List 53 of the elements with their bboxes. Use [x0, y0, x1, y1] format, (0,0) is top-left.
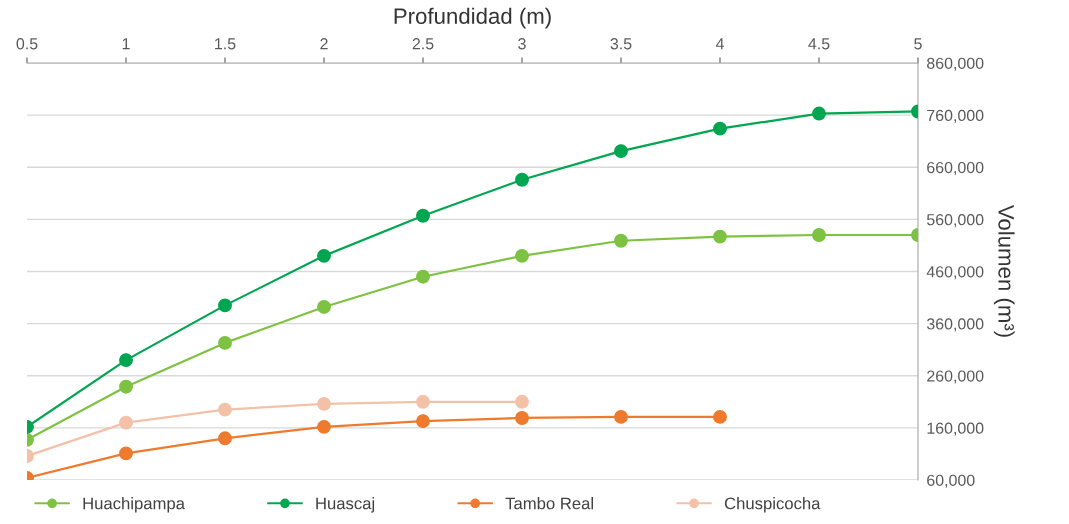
x-tick-label: 5	[914, 38, 922, 50]
point	[515, 172, 529, 187]
y-tick-label: 260,000	[927, 370, 984, 384]
point	[812, 106, 826, 121]
point	[713, 121, 727, 136]
x-tick-label: 4	[715, 38, 724, 50]
x-tick-label: 4.5	[808, 38, 830, 50]
x-tick-label: 0.5	[16, 38, 38, 50]
point	[812, 228, 826, 242]
y-tick-label: 60,000	[927, 474, 975, 488]
legend-label: Huachipampa	[83, 497, 185, 513]
y-axis-title: Volumen (m³)	[993, 204, 1015, 337]
point	[614, 144, 628, 159]
point	[713, 229, 727, 244]
point	[218, 402, 232, 417]
point	[416, 414, 430, 429]
point	[119, 353, 133, 368]
point	[317, 396, 331, 411]
y-tick-label: 360,000	[926, 318, 984, 332]
point	[218, 335, 232, 350]
y-tick-label: 460,000	[926, 266, 984, 280]
point	[515, 411, 529, 425]
point	[416, 394, 430, 409]
point	[515, 248, 529, 263]
point	[218, 431, 232, 446]
point	[713, 409, 727, 424]
x-tick-label: 2	[320, 38, 328, 50]
legend-label: Huascaj	[316, 497, 375, 513]
point	[614, 233, 628, 248]
point	[317, 299, 331, 314]
point	[119, 415, 133, 430]
x-axis-title: Profundidad (m)	[394, 7, 551, 29]
y-tick-label: 560,000	[926, 214, 984, 228]
x-tick-label: 1.5	[215, 38, 236, 50]
x-tick-label: 1	[122, 38, 130, 50]
legend-label: Tambo Real	[505, 497, 593, 510]
y-tick-label: 660,000	[927, 161, 984, 176]
y-tick-label: 160,000	[927, 422, 984, 436]
x-tick-label: 3	[518, 38, 526, 50]
point	[416, 269, 430, 284]
point	[119, 379, 133, 394]
legend-label: Chuspicocha	[724, 497, 821, 513]
point	[119, 446, 133, 461]
point	[317, 419, 331, 434]
y-tick-label: 860,000	[927, 57, 984, 71]
x-tick-label: 2.5	[412, 38, 434, 50]
point	[515, 394, 529, 409]
x-tick-label: 3.5	[610, 38, 632, 50]
point	[416, 208, 430, 223]
point	[614, 409, 628, 424]
point	[218, 298, 232, 313]
y-tick-label: 760,000	[927, 109, 984, 123]
point	[317, 248, 331, 263]
